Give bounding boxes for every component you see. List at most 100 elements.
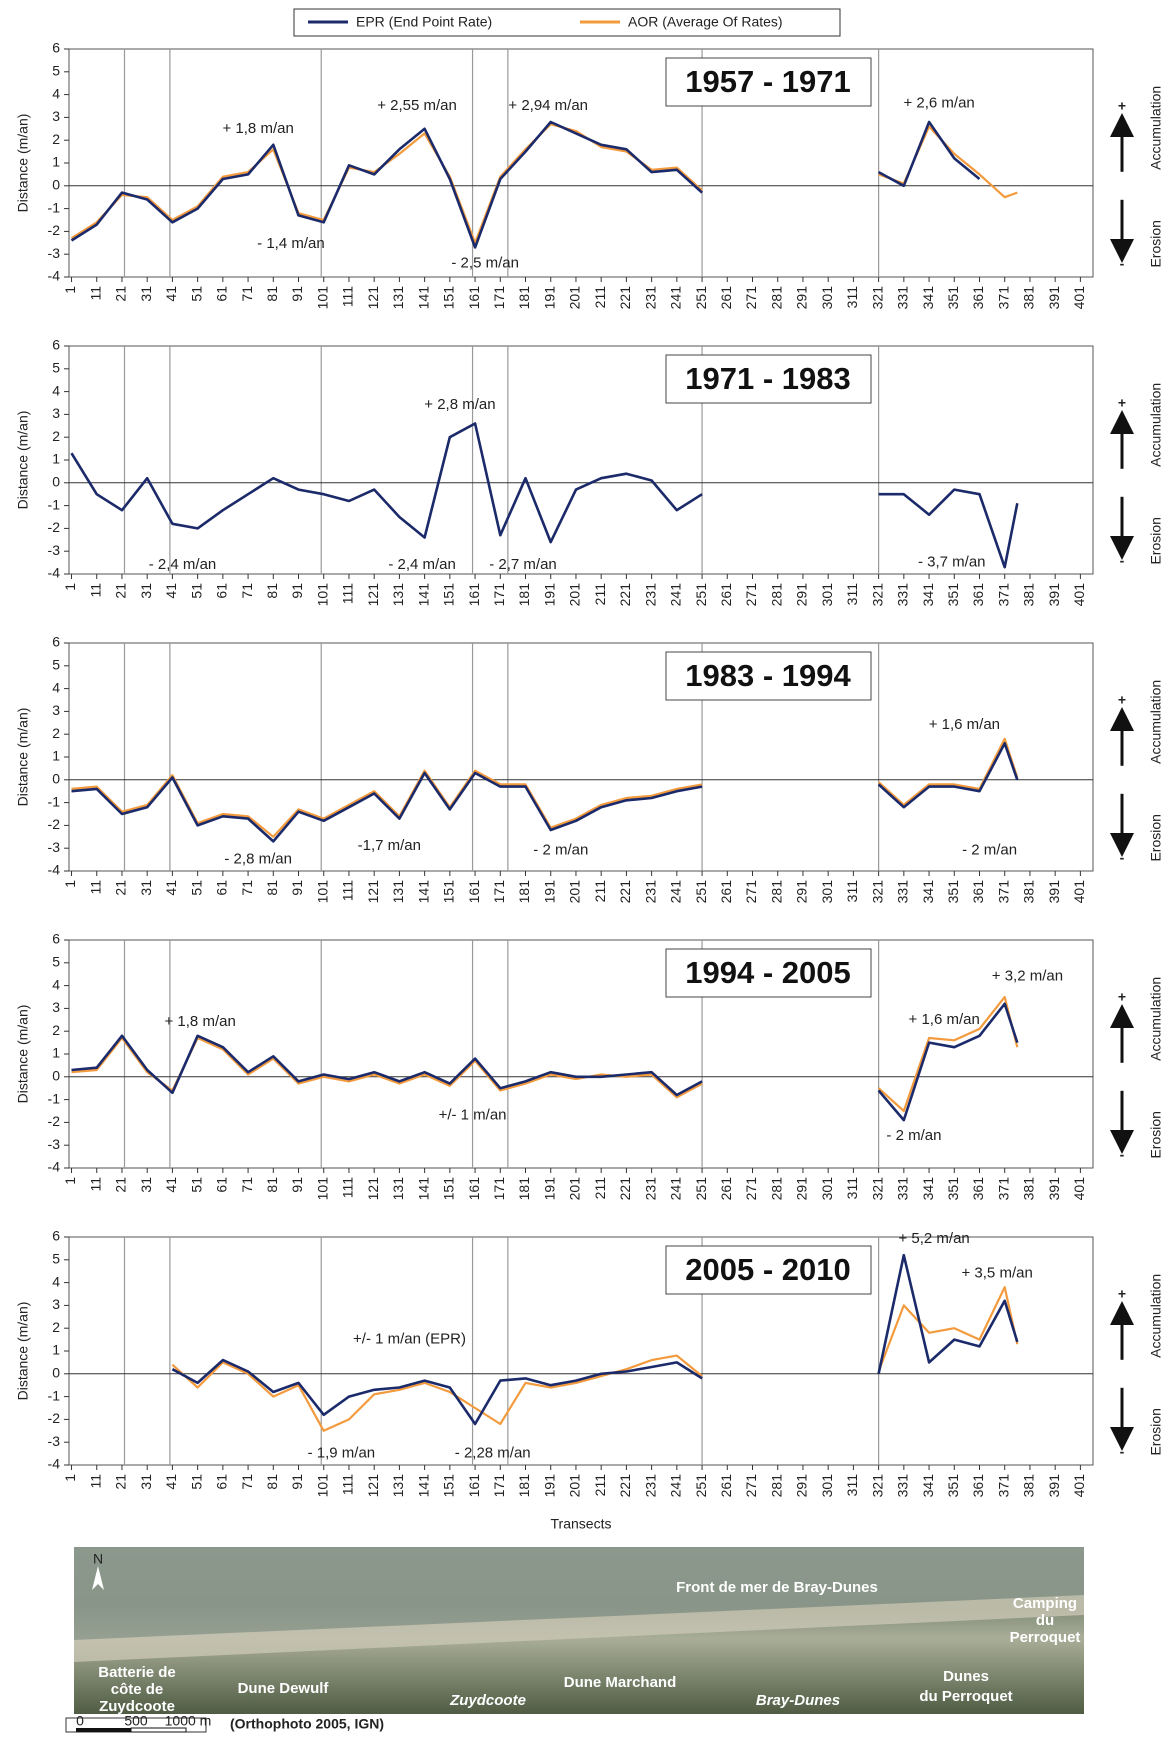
x-tick-label: 381 [1021,880,1037,904]
x-tick-label: 101 [314,1177,330,1201]
y-tick-label: 1 [52,1342,60,1358]
x-tick-label: 191 [541,286,557,310]
x-tick-label: 401 [1071,880,1087,904]
title-box [665,354,872,404]
x-tick-label: 31 [138,583,154,599]
x-tick-label: 291 [794,880,810,904]
x-tick-label: 81 [264,583,280,599]
map-label: Camping [1013,1595,1077,1612]
x-tick-label: 361 [970,1177,986,1201]
x-tick-label: 51 [188,880,204,896]
y-tick-label: 1 [52,451,60,467]
x-tick-label: 1 [62,880,78,888]
series-line [70,422,1019,569]
y-tick-label: -2 [48,1113,61,1129]
x-tick-label: 201 [567,1474,583,1498]
y-tick-label: -3 [48,1433,61,1449]
annotation: - 2 m/an [886,1127,941,1144]
x-tick-label: 171 [491,286,507,310]
x-tick-label: 251 [693,1177,709,1201]
x-tick-label: 391 [1046,286,1062,310]
x-tick-label: 271 [743,583,759,607]
y-tick-label: 1 [52,748,60,764]
plot-area [68,48,1094,278]
x-tick-label: 141 [415,1177,431,1201]
x-tick-label: 351 [945,1177,961,1201]
x-tick-label: 51 [188,1177,204,1193]
x-tick-label: 61 [214,1474,230,1490]
x-tick-label: 311 [844,880,860,903]
y-tick-label: 6 [52,337,60,353]
x-tick-label: 141 [415,1474,431,1498]
x-tick-label: 91 [289,583,305,599]
x-tick-label: 311 [844,1177,860,1200]
x-tick-label: 261 [718,1474,734,1498]
x-tick-label: 301 [819,286,835,310]
x-tick-label: 391 [1046,880,1062,904]
annotation: -1,7 m/an [358,837,421,854]
x-tick-label: 271 [743,1177,759,1201]
x-tick-label: 61 [214,583,230,599]
annotation: - 2 m/an [533,841,588,858]
series-line [71,1002,1019,1122]
x-tick-label: 31 [138,1177,154,1193]
x-tick-label: 41 [163,286,179,302]
x-tick-label: 81 [264,880,280,896]
y-tick-label: 3 [52,1296,60,1312]
y-tick-label: -3 [48,542,61,558]
map-label: Bray-Dunes [756,1692,840,1709]
x-tick-label: 211 [592,583,608,606]
y-tick-label: 6 [52,931,60,947]
x-tick-label: 51 [188,583,204,599]
side-plus: + [1118,98,1126,114]
x-tick-label: 11 [87,286,103,301]
y-tick-label: 2 [52,1319,60,1335]
legend-box [293,8,841,37]
side-plus: + [1118,692,1126,708]
x-tick-label: 231 [642,1177,658,1201]
annotation: + 3,2 m/an [992,967,1063,984]
x-tick-label: 151 [441,1177,457,1201]
x-tick-label: 281 [768,286,784,310]
y-tick-label: 5 [52,360,60,376]
x-tick-label: 91 [289,880,305,896]
y-tick-label: 6 [52,634,60,650]
y-tick-label: 4 [52,976,60,992]
x-tick-label: 201 [567,286,583,310]
x-tick-label: 351 [945,583,961,607]
map-label: Batterie de [98,1664,176,1681]
x-tick-label: 331 [895,1177,911,1201]
x-tick-label: 391 [1046,1474,1062,1498]
x-tick-label: 241 [668,1474,684,1498]
y-tick-label: 0 [52,177,60,193]
x-tick-label: 111 [340,583,356,604]
annotation: + 1,8 m/an [223,120,294,137]
x-tick-label: 261 [718,286,734,310]
y-tick-label: -2 [48,222,61,238]
x-tick-label: 341 [920,1177,936,1201]
x-tick-label: 171 [491,1177,507,1201]
side-plus: + [1118,989,1126,1005]
annotation: - 2,8 m/an [224,851,292,868]
map-label: Dunes [943,1668,989,1685]
y-tick-label: 4 [52,85,60,101]
legend-label: AOR (Average Of Rates) [628,14,783,30]
x-tick-label: 341 [920,1474,936,1498]
map-label: Front de mer de Bray-Dunes [676,1579,878,1596]
y-tick-label: 6 [52,1228,60,1244]
annotation: + 2,8 m/an [424,396,495,413]
y-tick-label: 5 [52,954,60,970]
x-tick-label: 191 [541,1177,557,1201]
x-tick-label: 71 [239,1474,255,1490]
series-line [171,1286,1019,1432]
x-tick-label: 231 [642,880,658,904]
y-tick-label: -1 [48,496,61,512]
x-tick-label: 281 [768,583,784,607]
map-label: du Perroquet [919,1688,1012,1705]
x-tick-label: 1 [62,1474,78,1482]
y-tick-label: 3 [52,405,60,421]
title-box [665,57,872,107]
